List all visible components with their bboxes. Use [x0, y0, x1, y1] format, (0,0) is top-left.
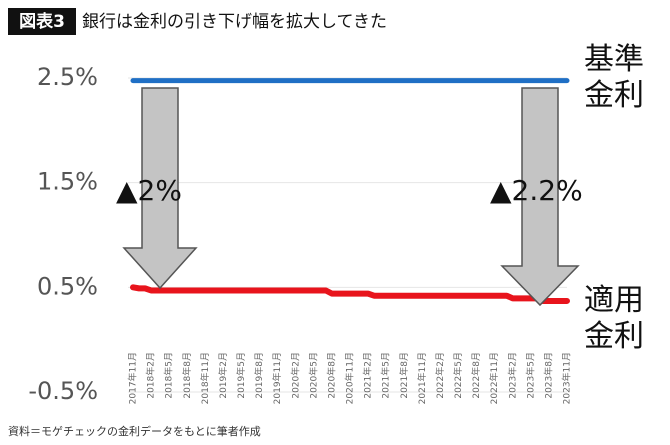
x-tick-label: 2022年11月 [488, 352, 500, 404]
x-tick-label: 2019年5月 [235, 352, 247, 399]
x-tick-label: 2023年5月 [524, 352, 536, 399]
x-tick-label: 2019年2月 [217, 352, 229, 399]
x-tick-label: 2021年11月 [416, 352, 428, 404]
x-tick-label: 2020年11月 [344, 352, 356, 404]
y-tick-label: 1.5% [37, 168, 98, 196]
x-tick-label: 2017年11月 [127, 352, 139, 404]
x-tick-label: 2023年2月 [506, 352, 518, 399]
x-tick-label: 2018年2月 [145, 352, 157, 399]
x-tick-label: 2018年5月 [163, 352, 175, 399]
x-tick-label: 2022年2月 [434, 352, 446, 399]
lines [130, 78, 570, 304]
series-line [130, 284, 570, 304]
x-tick-label: 2019年8月 [253, 352, 265, 399]
annotation: ▲2% [116, 174, 182, 207]
x-tick-label: 2021年2月 [362, 352, 374, 399]
x-tick-label: 2021年8月 [398, 352, 410, 399]
legend-label: 基準金利 [584, 42, 644, 113]
x-tick-label: 2020年5月 [307, 352, 319, 399]
legend-label: 適用金利 [584, 283, 644, 354]
x-tick-label: 2018年11月 [199, 352, 211, 404]
x-tick-label: 2022年5月 [452, 352, 464, 399]
y-tick-label: 2.5% [37, 63, 98, 91]
x-tick-label: 2022年8月 [470, 352, 482, 399]
x-tick-label: 2021年5月 [380, 352, 392, 399]
y-tick-label: 0.5% [37, 272, 98, 300]
chart-title: 銀行は金利の引き下げ幅を拡大してきた [82, 12, 387, 32]
x-tick-label: 2020年8月 [325, 352, 337, 399]
x-tick-label: 2023年11月 [561, 352, 573, 404]
x-tick-label: 2020年2月 [289, 352, 301, 399]
arrow [122, 87, 198, 290]
badge-box [8, 8, 76, 35]
source: 資料＝モゲチェックの金利データをもとに筆者作成 [8, 424, 261, 438]
badge: 図表3 [19, 11, 65, 32]
arrow [500, 87, 580, 307]
x-tick-label: 2018年8月 [181, 352, 193, 399]
x-tick-label: 2019年11月 [271, 352, 283, 404]
x-tick-label: 2023年8月 [542, 352, 554, 399]
grid [128, 77, 567, 393]
y-tick-label: -0.5% [28, 377, 98, 405]
annotation: ▲2.2% [490, 174, 583, 207]
